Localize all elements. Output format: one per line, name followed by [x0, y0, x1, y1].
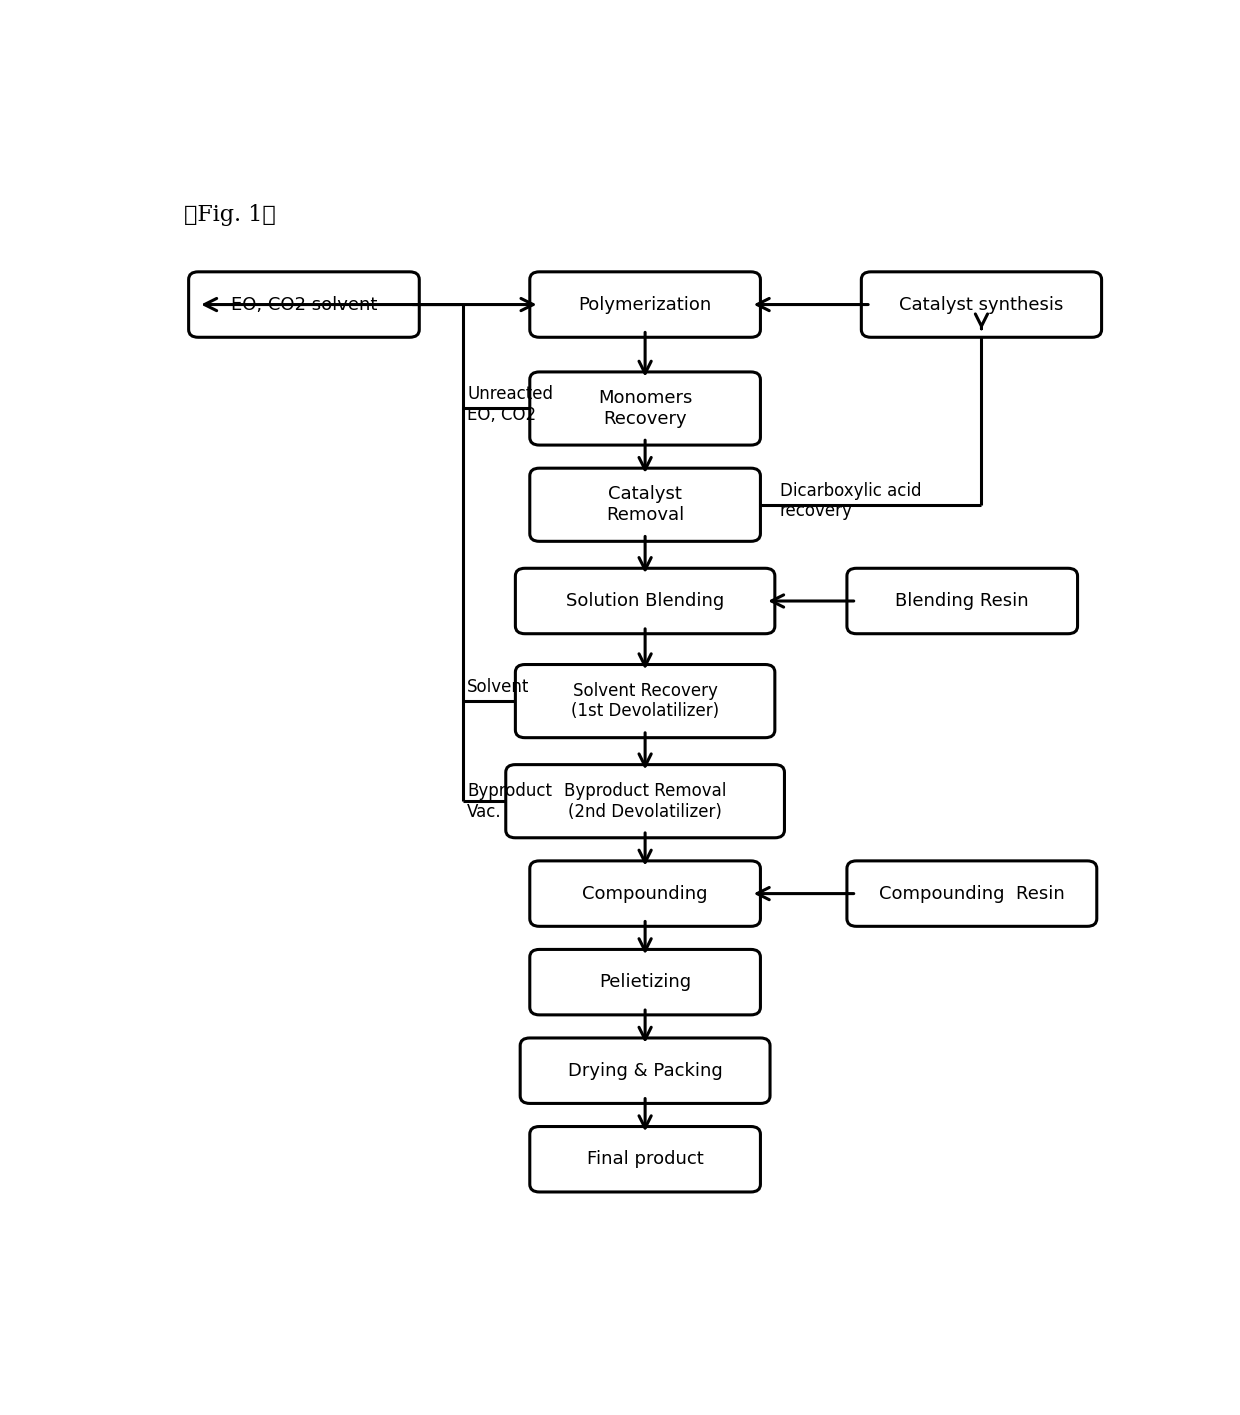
FancyBboxPatch shape: [188, 272, 419, 337]
FancyBboxPatch shape: [521, 1039, 770, 1104]
FancyBboxPatch shape: [506, 764, 785, 838]
Text: Catalyst
Removal: Catalyst Removal: [606, 485, 684, 524]
Text: Solvent: Solvent: [467, 678, 529, 696]
FancyBboxPatch shape: [516, 665, 775, 737]
Text: EO, CO2 solvent: EO, CO2 solvent: [231, 296, 377, 314]
Text: Monomers
Recovery: Monomers Recovery: [598, 389, 692, 427]
Text: Compounding  Resin: Compounding Resin: [879, 884, 1065, 903]
Text: Solvent Recovery
(1st Devolatilizer): Solvent Recovery (1st Devolatilizer): [572, 682, 719, 720]
FancyBboxPatch shape: [862, 272, 1101, 337]
Text: Byproduct
Vac.: Byproduct Vac.: [467, 782, 552, 821]
FancyBboxPatch shape: [529, 949, 760, 1015]
Text: Drying & Packing: Drying & Packing: [568, 1061, 723, 1080]
FancyBboxPatch shape: [529, 468, 760, 542]
Text: Unreacted
EO, CO2: Unreacted EO, CO2: [467, 385, 553, 424]
Text: Dicarboxylic acid
recovery: Dicarboxylic acid recovery: [780, 481, 921, 521]
FancyBboxPatch shape: [516, 569, 775, 634]
Text: Final product: Final product: [587, 1150, 703, 1169]
Text: Catalyst synthesis: Catalyst synthesis: [899, 296, 1064, 314]
Text: 「Fig. 1」: 「Fig. 1」: [184, 204, 275, 226]
FancyBboxPatch shape: [847, 860, 1097, 927]
FancyBboxPatch shape: [847, 569, 1078, 634]
FancyBboxPatch shape: [529, 372, 760, 446]
FancyBboxPatch shape: [529, 1126, 760, 1191]
Text: Polymerization: Polymerization: [579, 296, 712, 314]
FancyBboxPatch shape: [529, 860, 760, 927]
Text: Compounding: Compounding: [583, 884, 708, 903]
Text: Pelietizing: Pelietizing: [599, 974, 691, 990]
FancyBboxPatch shape: [529, 272, 760, 337]
Text: Solution Blending: Solution Blending: [565, 591, 724, 610]
Text: Byproduct Removal
(2nd Devolatilizer): Byproduct Removal (2nd Devolatilizer): [564, 782, 727, 821]
Text: Blending Resin: Blending Resin: [895, 591, 1029, 610]
